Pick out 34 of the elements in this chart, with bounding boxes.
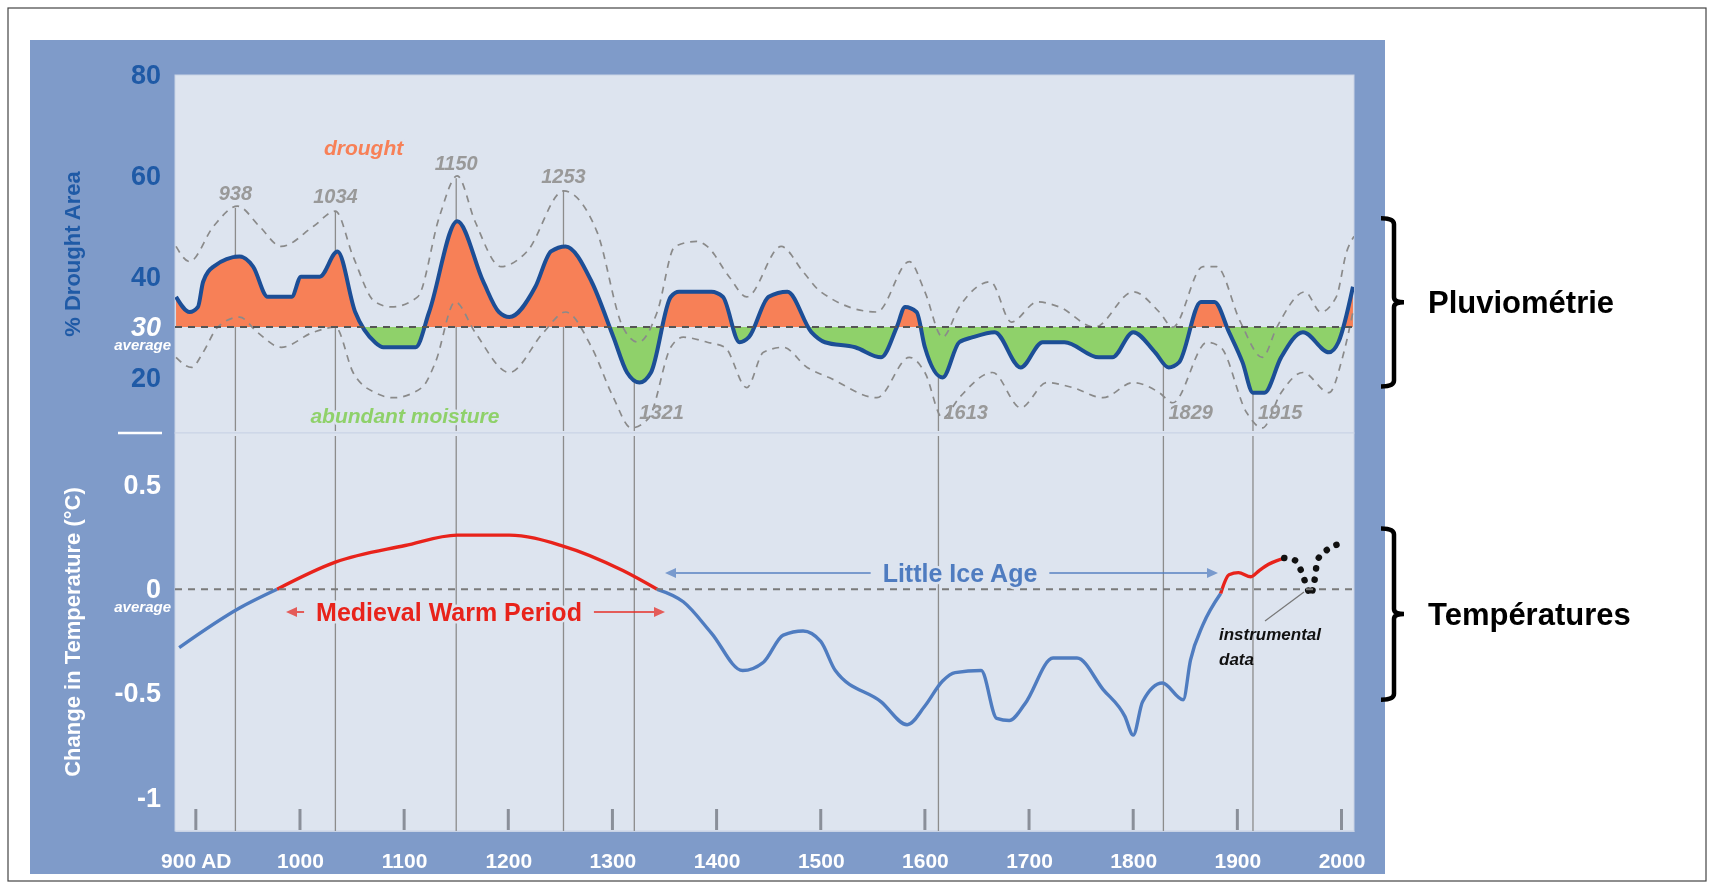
x-tick-label: 1800 bbox=[1110, 848, 1158, 872]
ref-line-label: 1253 bbox=[541, 164, 586, 187]
y-tick-label: 60 bbox=[130, 160, 161, 191]
x-tick-label: 1900 bbox=[1214, 848, 1262, 872]
x-tick-label: 1700 bbox=[1006, 848, 1053, 872]
x-tick-label: 1600 bbox=[902, 848, 949, 872]
x-tick-label: 900 AD bbox=[161, 848, 232, 872]
text: Pluviométrie bbox=[1428, 285, 1615, 321]
y-tick-label: 0.5 bbox=[123, 470, 161, 501]
text: Températures bbox=[1428, 597, 1631, 633]
x-tick-label: 1300 bbox=[589, 848, 637, 872]
annotation: instrumental data bbox=[1219, 625, 1323, 669]
y-tick-label: 40 bbox=[130, 261, 161, 292]
ref-line-label: 1829 bbox=[1168, 401, 1214, 423]
y-axis-title: Change in Temperature (°C) bbox=[60, 487, 85, 777]
y-tick-label: -0.5 bbox=[114, 678, 161, 709]
x-tick-label: 1500 bbox=[797, 848, 845, 872]
ref-line-label: 1321 bbox=[639, 401, 684, 423]
ref-line-label: 1150 bbox=[434, 152, 478, 175]
y-tick-label: -1 bbox=[136, 782, 161, 813]
ref-line-label: 938 bbox=[218, 181, 253, 204]
x-tick-label: 1400 bbox=[693, 848, 741, 872]
x-tick-label: 2000 bbox=[1318, 848, 1366, 872]
ref-line-label: 1613 bbox=[943, 401, 988, 423]
text: drought bbox=[323, 136, 405, 159]
y-axis-title: % Drought Area bbox=[60, 170, 85, 337]
ref-line-label: 1034 bbox=[313, 185, 358, 208]
x-tick-label: 1200 bbox=[485, 848, 533, 872]
x-tick-label: 1100 bbox=[381, 848, 428, 872]
x-tick-label: 1000 bbox=[277, 848, 324, 872]
y-tick-label: 80 bbox=[130, 60, 161, 90]
y-tick-label: 20 bbox=[130, 362, 161, 393]
annotation: Medieval Warm Period bbox=[316, 598, 582, 626]
ref-line-label: 1915 bbox=[1257, 401, 1304, 423]
